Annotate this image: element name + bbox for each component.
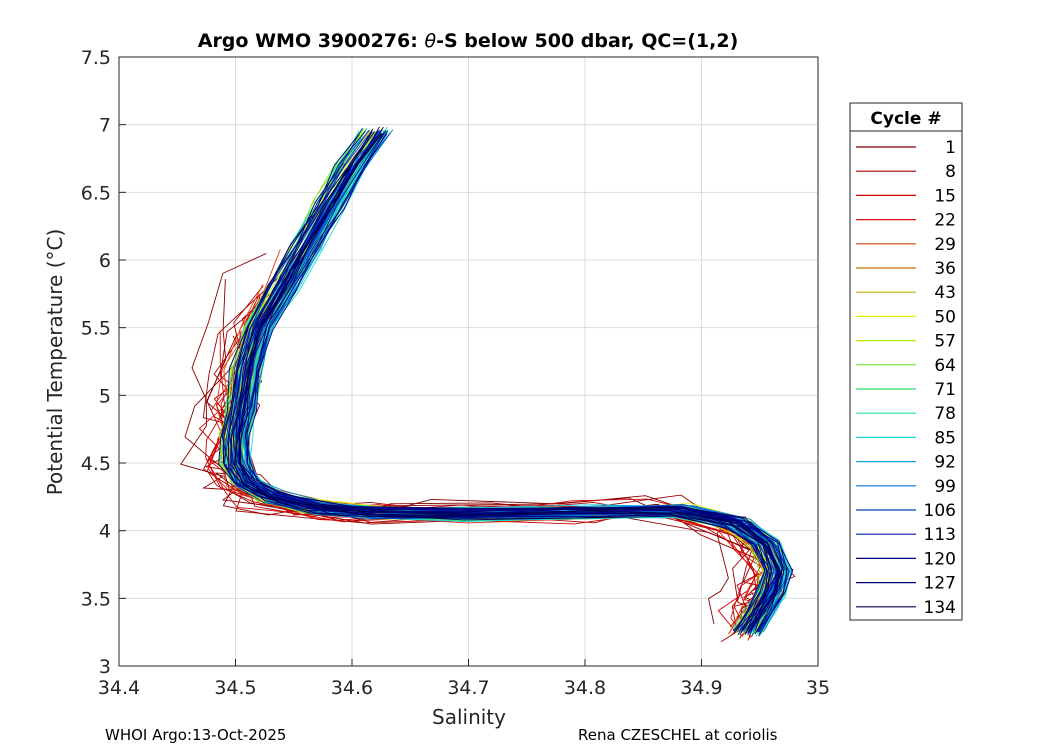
chart-title-suffix: -S below 500 dbar, QC=(1,2) xyxy=(436,30,738,52)
y-tick-label: 7 xyxy=(99,115,111,137)
x-tick-label: 34.4 xyxy=(98,677,140,699)
legend: Cycle # 18152229364350576471788592991061… xyxy=(849,102,963,621)
legend-items: 1 8 15 22 29 36 43 50 57 64 71 78 85 92 99 106 113 120 127… xyxy=(856,138,956,618)
legend-label-22: 22 xyxy=(934,211,956,231)
x-tick-label: 35 xyxy=(806,677,830,699)
footer-right: Rena CZESCHEL at coriolis xyxy=(578,726,778,744)
chart-title-prefix: Argo WMO 3900276: xyxy=(198,30,425,52)
profile-line-cycle-121 xyxy=(221,130,768,634)
y-tick-label: 6.5 xyxy=(81,182,111,204)
x-tick-label: 34.5 xyxy=(214,677,256,699)
legend-label-71: 71 xyxy=(934,380,956,400)
profile-line-cycle-58 xyxy=(219,133,767,635)
y-tick-label: 5 xyxy=(99,385,111,407)
axis-ticks: 34.4 34.5 34.6 34.7 34.8 34.9 35 3 3.5 4 4.5 5 5.5 6 6… xyxy=(81,47,830,699)
profile-line-cycle-134 xyxy=(234,131,773,632)
legend-label-15: 15 xyxy=(934,186,956,206)
footer-left: WHOI Argo:13-Oct-2025 xyxy=(105,726,286,744)
chart-title: Argo WMO 3900276: θ-S below 500 dbar, QC… xyxy=(198,30,739,52)
legend-label-43: 43 xyxy=(934,283,956,303)
y-tick-label: 6 xyxy=(99,250,111,272)
legend-label-113: 113 xyxy=(924,525,956,545)
y-tick-label: 4 xyxy=(99,521,111,543)
y-tick-label: 4.5 xyxy=(81,453,111,475)
y-axis-label: Potential Temperature (°C) xyxy=(43,229,67,496)
y-tick-label: 5.5 xyxy=(81,318,111,340)
legend-label-1: 1 xyxy=(945,138,956,158)
legend-label-29: 29 xyxy=(934,235,956,255)
legend-label-8: 8 xyxy=(945,162,956,182)
legend-label-92: 92 xyxy=(934,453,956,473)
x-tick-label: 34.7 xyxy=(447,677,489,699)
legend-label-78: 78 xyxy=(934,404,956,424)
legend-label-57: 57 xyxy=(934,332,956,352)
profile-line-cycle-129 xyxy=(227,168,769,634)
y-tick-label: 3.5 xyxy=(81,588,111,610)
legend-label-127: 127 xyxy=(924,574,956,594)
profile-line-cycle-120 xyxy=(246,133,794,637)
legend-label-120: 120 xyxy=(924,549,956,569)
profile-line-cycle-133 xyxy=(240,134,781,635)
data-lines xyxy=(180,126,796,643)
legend-label-85: 85 xyxy=(934,428,956,448)
x-tick-label: 34.8 xyxy=(564,677,606,699)
y-tick-label: 3 xyxy=(99,656,111,678)
legend-label-106: 106 xyxy=(924,501,956,521)
legend-label-50: 50 xyxy=(934,307,956,327)
profile-line-cycle-127 xyxy=(244,130,788,633)
x-tick-label: 34.6 xyxy=(331,677,373,699)
legend-label-134: 134 xyxy=(924,598,956,618)
x-axis-label: Salinity xyxy=(432,705,506,729)
y-tick-label: 7.5 xyxy=(81,47,111,69)
x-tick-label: 34.9 xyxy=(680,677,722,699)
legend-label-64: 64 xyxy=(934,356,956,376)
legend-title: Cycle # xyxy=(870,109,941,129)
legend-label-99: 99 xyxy=(934,477,956,497)
legend-label-36: 36 xyxy=(934,259,956,279)
chart-title-symbol: θ xyxy=(424,30,436,52)
